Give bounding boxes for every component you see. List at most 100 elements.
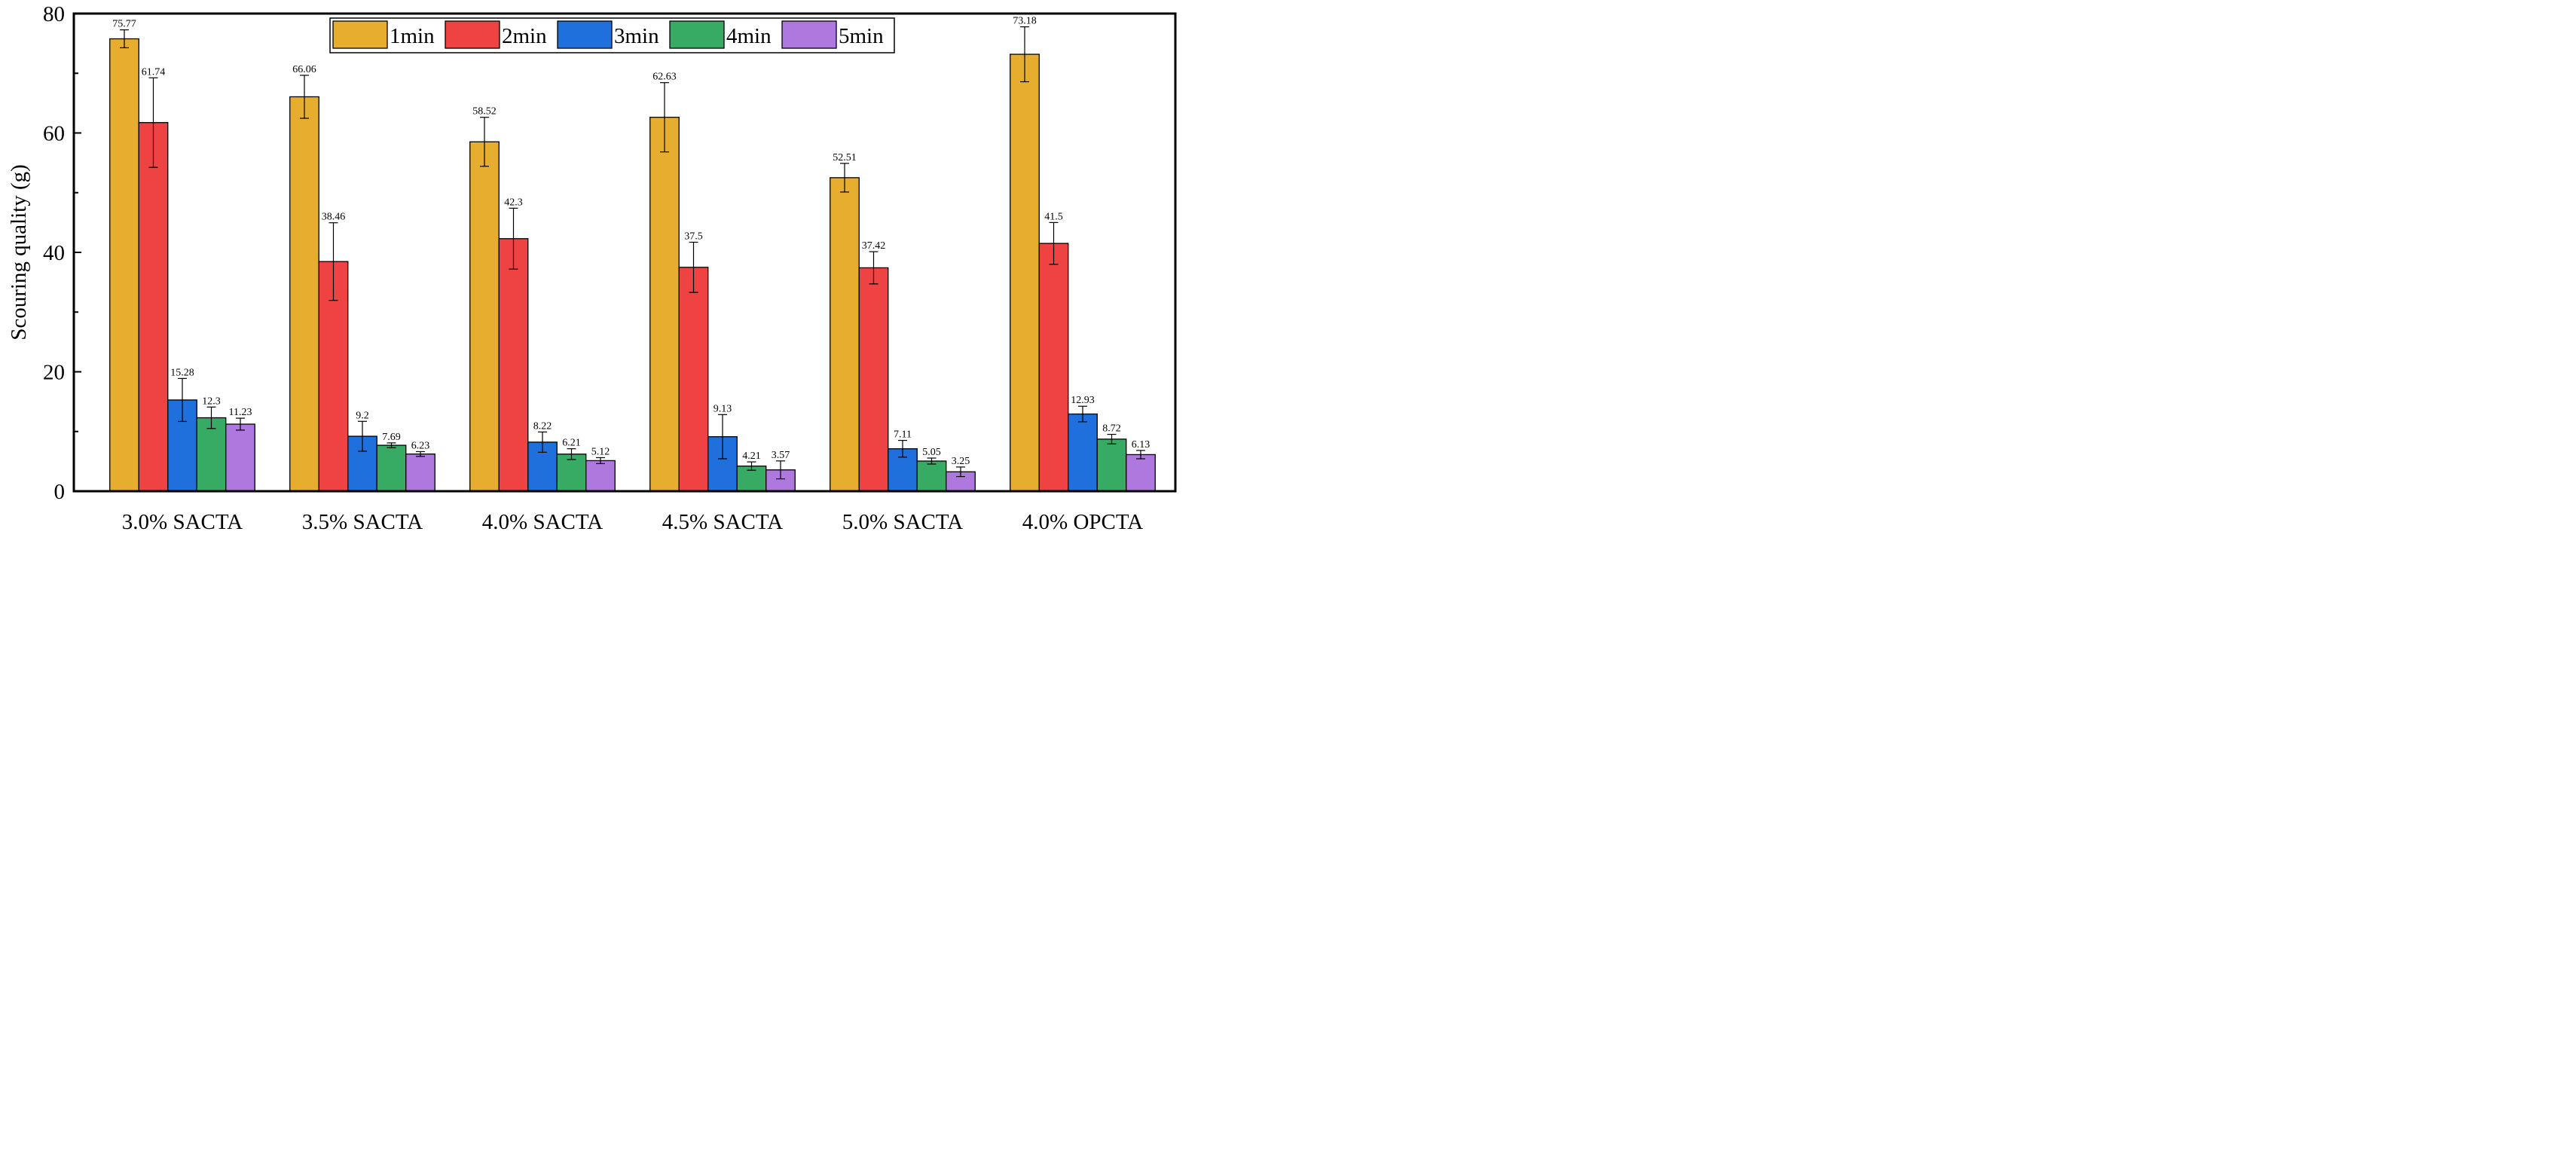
error-bar-1min-5 (1020, 26, 1029, 83)
data-label-3min-5: 12.93 (1071, 395, 1095, 406)
error-bar-3min-5 (1078, 405, 1087, 423)
data-label-4min-2: 6.21 (562, 438, 581, 449)
error-bar-5min-2 (596, 457, 605, 464)
error-bar-2min-4 (869, 251, 879, 285)
data-label-1min-3: 62.63 (652, 72, 677, 83)
data-label-4min-5: 8.72 (1102, 423, 1121, 435)
x-category-label-2: 4.0% SACTA (482, 510, 603, 534)
data-label-1min-0: 75.77 (112, 19, 136, 30)
data-label-3min-2: 8.22 (533, 420, 552, 432)
error-bar-5min-4 (956, 466, 965, 478)
legend: 1min 2min 3min 4min 5min (329, 17, 895, 53)
error-bar-1min-0 (120, 29, 129, 49)
error-bar-2min-3 (689, 241, 698, 293)
y-axis: 0 20 40 60 80 (43, 2, 81, 504)
data-label-4min-4: 5.05 (922, 447, 941, 458)
data-label-1min-2: 58.52 (472, 106, 497, 118)
y-tick-label-0: 0 (54, 480, 66, 504)
data-label-5min-2: 5.12 (591, 446, 610, 457)
error-bar-5min-1 (416, 451, 425, 457)
x-category-label-1: 3.5% SACTA (302, 510, 423, 534)
error-bar-5min-5 (1136, 450, 1145, 460)
data-label-3min-3: 9.13 (714, 403, 732, 414)
data-label-2min-4: 37.42 (862, 240, 886, 252)
data-label-1min-1: 66.06 (292, 64, 316, 75)
legend-swatch-4min (669, 20, 725, 49)
bar-1min-4 (830, 177, 860, 492)
data-label-4min-3: 4.21 (742, 451, 761, 462)
error-bars-layer (120, 26, 1145, 480)
data-label-3min-4: 7.11 (894, 429, 912, 441)
error-bar-4min-5 (1107, 433, 1117, 444)
error-bar-3min-3 (718, 414, 727, 460)
data-labels-layer: 75.77 61.74 15.28 12.3 11.23 66.06 38.46 9.2 7.6… (112, 16, 1150, 467)
y-tick-label-80: 80 (43, 2, 65, 26)
data-label-2min-5: 41.5 (1044, 211, 1063, 222)
error-bar-3min-2 (538, 431, 547, 453)
bar-3min-5 (1068, 413, 1098, 492)
data-label-4min-0: 12.3 (202, 396, 221, 407)
legend-swatch-2min (445, 20, 500, 49)
bar-2min-0 (138, 122, 169, 492)
data-label-4min-1: 7.69 (382, 432, 401, 443)
legend-label-3min: 3min (614, 24, 659, 48)
bar-1min-3 (649, 117, 680, 492)
legend-label-5min: 5min (839, 24, 884, 48)
bar-5min-2 (585, 460, 616, 492)
bar-4min-0 (196, 417, 227, 492)
legend-swatch-1min (332, 20, 388, 49)
bar-5min-1 (405, 453, 435, 492)
legend-swatch-5min (781, 20, 837, 49)
error-bar-3min-1 (358, 420, 367, 452)
bar-5min-5 (1126, 454, 1156, 492)
bar-2min-5 (1038, 243, 1069, 492)
data-label-5min-0: 11.23 (229, 407, 252, 418)
bar-2min-2 (498, 238, 529, 492)
error-bar-5min-3 (776, 460, 785, 480)
data-label-5min-4: 3.25 (952, 456, 970, 467)
data-label-1min-5: 73.18 (1013, 16, 1037, 27)
error-bar-3min-0 (178, 377, 187, 423)
data-label-2min-1: 38.46 (322, 212, 346, 223)
bar-1min-5 (1010, 53, 1040, 492)
y-axis-title: Scouring quality (g) (7, 164, 31, 341)
bar-4min-1 (376, 444, 407, 492)
y-tick-label-40: 40 (43, 241, 65, 265)
legend-label-4min: 4min (726, 24, 772, 48)
y-tick-label-20: 20 (43, 361, 65, 385)
data-label-2min-0: 61.74 (142, 66, 166, 78)
error-bar-2min-5 (1049, 221, 1059, 265)
error-bar-4min-3 (747, 461, 756, 471)
bar-4min-5 (1096, 438, 1127, 492)
x-category-label-3: 4.5% SACTA (662, 510, 783, 534)
error-bar-1min-4 (840, 163, 849, 193)
x-category-label-4: 5.0% SACTA (842, 510, 963, 534)
error-bar-4min-2 (567, 448, 576, 460)
data-label-2min-3: 37.5 (684, 231, 703, 243)
bar-5min-0 (225, 423, 255, 492)
error-bar-2min-2 (509, 207, 518, 270)
bar-4min-4 (916, 460, 947, 492)
data-label-2min-2: 42.3 (504, 197, 523, 208)
x-category-label-0: 3.0% SACTA (122, 510, 243, 534)
bar-1min-0 (109, 38, 139, 492)
chart: 75.77 61.74 15.28 12.3 11.23 66.06 38.46 9.2 7.6… (7, 2, 1177, 534)
bar-2min-4 (858, 267, 889, 492)
data-label-5min-5: 6.13 (1132, 439, 1150, 451)
legend-swatch-3min (557, 20, 613, 49)
error-bar-5min-0 (236, 417, 245, 431)
bar-1min-1 (289, 96, 319, 492)
y-tick-label-60: 60 (43, 122, 65, 146)
data-label-5min-1: 6.23 (411, 440, 430, 451)
error-bar-1min-2 (480, 117, 489, 167)
legend-label-1min: 1min (390, 24, 435, 48)
error-bar-1min-3 (660, 82, 669, 153)
x-axis: 3.0% SACTA 3.5% SACTA 4.0% SACTA 4.5% SACTA… (122, 510, 1143, 534)
bars-layer (109, 38, 1156, 492)
bar-4min-2 (556, 454, 587, 492)
x-category-label-5: 4.0% OPCTA (1022, 510, 1143, 534)
data-label-3min-0: 15.28 (170, 367, 194, 378)
error-bar-4min-1 (387, 442, 396, 448)
error-bar-2min-0 (148, 77, 158, 168)
error-bar-4min-0 (206, 406, 216, 429)
